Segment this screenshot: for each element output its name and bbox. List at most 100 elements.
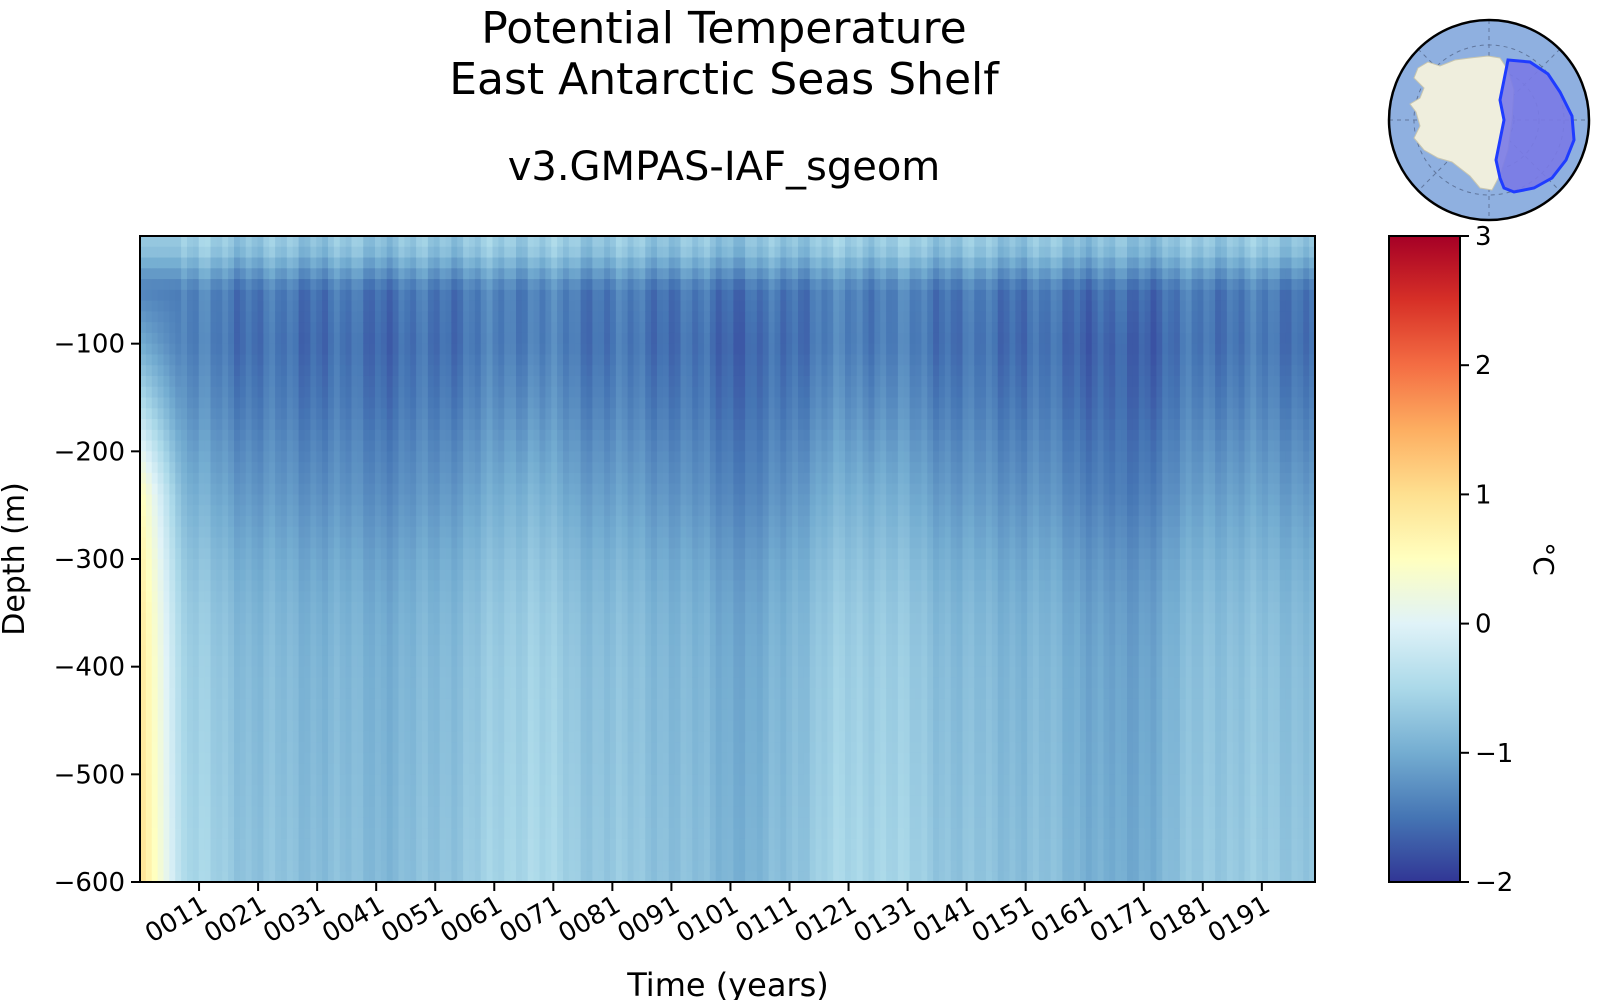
heatmap-cell — [427, 806, 435, 818]
heatmap-cell — [304, 246, 311, 259]
heatmap-cell — [586, 397, 593, 409]
heatmap-cell — [474, 709, 482, 722]
heatmap-cell — [339, 322, 347, 334]
heatmap-cell — [492, 462, 499, 474]
heatmap-cell — [457, 828, 464, 840]
heatmap-cell — [516, 742, 523, 754]
heatmap-cell — [574, 268, 582, 280]
heatmap-cell — [222, 268, 229, 280]
heatmap-cell — [433, 806, 441, 818]
heatmap-cell — [422, 785, 429, 797]
heatmap-cell — [263, 289, 270, 302]
heatmap-cell — [375, 408, 382, 420]
heatmap-cell — [574, 365, 582, 377]
heatmap-cell — [292, 408, 300, 420]
heatmap-cell — [445, 828, 452, 840]
heatmap-cell — [451, 677, 458, 689]
heatmap-cell — [304, 871, 311, 882]
heatmap-cell — [504, 429, 511, 442]
heatmap-cell — [463, 279, 470, 291]
heatmap-cell — [427, 688, 435, 700]
heatmap-cell — [163, 655, 170, 668]
heatmap-cell — [516, 408, 523, 420]
heatmap-cell — [310, 548, 317, 560]
heatmap-cell — [239, 871, 247, 882]
heatmap-cell — [410, 731, 417, 743]
heatmap-cell — [615, 580, 623, 592]
heatmap-cell — [281, 386, 288, 399]
heatmap-cell — [580, 440, 588, 452]
heatmap-cell — [187, 343, 194, 356]
heatmap-cell — [404, 731, 411, 743]
heatmap-cell — [192, 289, 200, 302]
heatmap-cell — [269, 763, 276, 775]
heatmap-cell — [380, 397, 388, 409]
heatmap-cell — [339, 817, 347, 829]
heatmap-cell — [433, 634, 441, 646]
heatmap-cell — [263, 246, 270, 259]
heatmap-cell — [457, 515, 464, 528]
heatmap-cell — [281, 322, 288, 334]
heatmap-cell — [557, 462, 564, 474]
heatmap-cell — [592, 268, 599, 280]
heatmap-cell — [474, 419, 482, 431]
heatmap-cell — [351, 645, 358, 657]
heatmap-cell — [222, 526, 229, 539]
heatmap-cell — [451, 408, 458, 420]
heatmap-cell — [439, 795, 447, 808]
heatmap-cell — [422, 559, 429, 571]
heatmap-cell — [492, 591, 499, 603]
heatmap-cell — [615, 871, 623, 882]
heatmap-cell — [263, 677, 270, 689]
heatmap-cell — [427, 828, 435, 840]
heatmap-cell — [533, 774, 541, 786]
heatmap-cell — [322, 720, 329, 732]
heatmap-cell — [427, 871, 435, 882]
heatmap-cell — [539, 709, 546, 722]
heatmap-cell — [504, 763, 511, 775]
heatmap-cell — [363, 752, 370, 765]
heatmap-cell — [492, 602, 499, 614]
heatmap-cell — [586, 688, 593, 700]
heatmap-cell — [416, 429, 423, 442]
heatmap-cell — [504, 408, 511, 420]
heatmap-cell — [598, 375, 605, 388]
heatmap-cell — [610, 655, 617, 668]
heatmap-cell — [181, 763, 188, 775]
heatmap-cell — [504, 634, 511, 646]
heatmap-cell — [222, 246, 229, 259]
heatmap-cell — [580, 838, 588, 851]
heatmap-cell — [210, 623, 217, 635]
heatmap-cell — [198, 375, 206, 388]
heatmap-cell — [187, 785, 194, 797]
heatmap-cell — [469, 720, 476, 732]
heatmap-cell — [433, 537, 441, 549]
heatmap-cell — [380, 634, 388, 646]
heatmap-cell — [369, 279, 376, 291]
heatmap-cell — [269, 505, 276, 517]
heatmap-cell — [527, 537, 535, 549]
heatmap-cell — [533, 634, 541, 646]
heatmap-cell — [551, 279, 558, 291]
heatmap-cell — [251, 838, 259, 851]
heatmap-cell — [204, 472, 212, 485]
heatmap-cell — [416, 311, 423, 323]
heatmap-cell — [586, 505, 593, 517]
heatmap-cell — [216, 494, 223, 506]
heatmap-cell — [357, 408, 364, 420]
heatmap-cell — [433, 494, 441, 506]
heatmap-cell — [568, 763, 576, 775]
heatmap-cell — [192, 472, 200, 485]
heatmap-cell — [386, 709, 394, 722]
heatmap-cell — [310, 419, 317, 431]
heatmap-cell — [463, 419, 470, 431]
heatmap-cell — [445, 257, 452, 269]
heatmap-cell — [328, 774, 335, 786]
heatmap-cell — [351, 602, 358, 614]
heatmap-cell — [416, 806, 423, 818]
heatmap-cell — [533, 515, 541, 528]
heatmap-cell — [204, 386, 212, 399]
heatmap-cell — [304, 688, 311, 700]
heatmap-cell — [433, 505, 441, 517]
heatmap-cell — [527, 365, 535, 377]
